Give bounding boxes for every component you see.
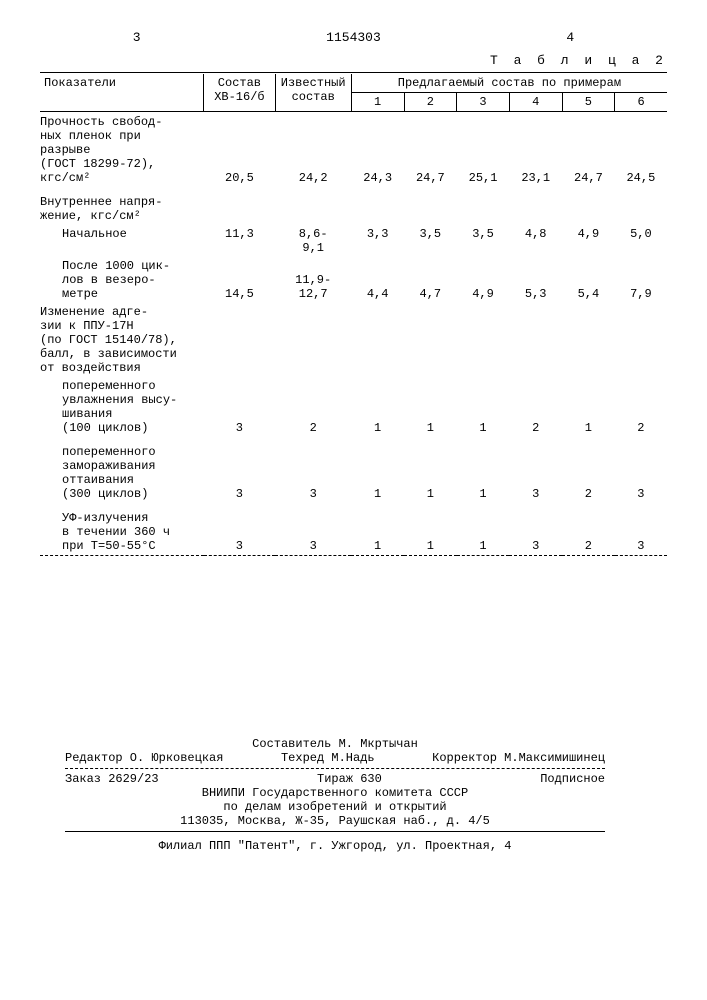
cell: 1 xyxy=(457,437,510,503)
cell: 4,9 xyxy=(562,225,615,257)
cell: 24,5 xyxy=(615,113,667,187)
cell: 2 xyxy=(275,377,351,437)
cell: 1 xyxy=(351,377,404,437)
table-row: попеременного замораживания оттаивания (… xyxy=(40,437,667,503)
cell: 5,4 xyxy=(562,257,615,303)
row-label: Прочность свобод- ных пленок при разрыве… xyxy=(40,113,204,187)
cell: 4,8 xyxy=(509,225,562,257)
cell: 1 xyxy=(404,377,457,437)
techred: Техред М.Надь xyxy=(281,751,375,765)
subscribe: Подписное xyxy=(540,772,605,786)
corrector: Корректор М.Максимишинец xyxy=(432,751,605,765)
cell: 1 xyxy=(351,437,404,503)
cell: 3,5 xyxy=(457,225,510,257)
addr1: 113035, Москва, Ж-35, Раушская наб., д. … xyxy=(65,814,605,828)
footer-order: Заказ 2629/23 Тираж 630 Подписное xyxy=(65,772,605,786)
cell: 4,9 xyxy=(457,257,510,303)
cell: 1 xyxy=(562,377,615,437)
order: Заказ 2629/23 xyxy=(65,772,159,786)
cell: 1 xyxy=(404,437,457,503)
page-num-right: 4 xyxy=(566,30,574,45)
table-row: УФ-излучения в течении 360 ч при Т=50-55… xyxy=(40,503,667,556)
cell: 3 xyxy=(615,437,667,503)
cell: 3 xyxy=(275,503,351,556)
separator xyxy=(65,831,605,832)
col-comp1: Состав ХВ-16/б xyxy=(204,74,275,112)
patent-number: 1154303 xyxy=(326,30,381,45)
table-row: После 1000 цик- лов в везеро- метре 14,5… xyxy=(40,257,667,303)
col-n2: 2 xyxy=(404,93,457,112)
cell: 2 xyxy=(509,377,562,437)
cell: 1 xyxy=(351,503,404,556)
cell: 23,1 xyxy=(509,113,562,187)
cell: 5,3 xyxy=(509,257,562,303)
page-num-left: 3 xyxy=(133,30,141,45)
cell: 1 xyxy=(404,503,457,556)
cell: 1 xyxy=(457,503,510,556)
org2: по делам изобретений и открытий xyxy=(65,800,605,814)
table-row: Начальное 11,3 8,6- 9,1 3,3 3,5 3,5 4,8 … xyxy=(40,225,667,257)
cell: 1 xyxy=(457,377,510,437)
footer-credits: Редактор О. Юрковецкая Техред М.Надь Кор… xyxy=(65,751,605,765)
table-row: Изменение адге- зии к ППУ-17Н (по ГОСТ 1… xyxy=(40,303,667,377)
table-header-row: Показатели Состав ХВ-16/б Известный сост… xyxy=(40,74,667,93)
col-n3: 3 xyxy=(457,93,510,112)
col-n4: 4 xyxy=(509,93,562,112)
row-label: После 1000 цик- лов в везеро- метре xyxy=(40,257,204,303)
row-label: Изменение адге- зии к ППУ-17Н (по ГОСТ 1… xyxy=(40,303,667,377)
cell: 3 xyxy=(275,437,351,503)
tirage: Тираж 630 xyxy=(317,772,382,786)
cell: 2 xyxy=(562,503,615,556)
row-label: Начальное xyxy=(40,225,204,257)
col-n1: 1 xyxy=(351,93,404,112)
cell: 24,2 xyxy=(275,113,351,187)
cell: 3 xyxy=(204,377,275,437)
col-label: Показатели xyxy=(40,74,204,112)
cell: 3,5 xyxy=(404,225,457,257)
cell: 24,7 xyxy=(562,113,615,187)
cell: 8,6- 9,1 xyxy=(275,225,351,257)
footer-block: Составитель М. Мкртычан Редактор О. Юрко… xyxy=(65,737,605,853)
cell: 14,5 xyxy=(204,257,275,303)
row-label: УФ-излучения в течении 360 ч при Т=50-55… xyxy=(40,503,204,556)
row-label: попеременного увлажнения высу- шивания (… xyxy=(40,377,204,437)
cell: 2 xyxy=(562,437,615,503)
cell: 3 xyxy=(509,503,562,556)
cell: 3 xyxy=(204,503,275,556)
compiler: Составитель М. Мкртычан xyxy=(65,737,605,751)
data-table: Показатели Состав ХВ-16/б Известный сост… xyxy=(40,72,667,557)
cell: 5,0 xyxy=(615,225,667,257)
row-label: Внутреннее напря- жение, кгс/см² xyxy=(40,187,667,225)
table-row: Внутреннее напря- жение, кгс/см² xyxy=(40,187,667,225)
col-n6: 6 xyxy=(615,93,667,112)
cell: 25,1 xyxy=(457,113,510,187)
editor: Редактор О. Юрковецкая xyxy=(65,751,223,765)
cell: 4,4 xyxy=(351,257,404,303)
row-label: попеременного замораживания оттаивания (… xyxy=(40,437,204,503)
table-row: Прочность свобод- ных пленок при разрыве… xyxy=(40,113,667,187)
table-row: попеременного увлажнения высу- шивания (… xyxy=(40,377,667,437)
table-caption: Т а б л и ц а 2 xyxy=(40,53,667,68)
cell: 2 xyxy=(615,377,667,437)
cell: 24,7 xyxy=(404,113,457,187)
org1: ВНИИПИ Государственного комитета СССР xyxy=(65,786,605,800)
cell: 3 xyxy=(204,437,275,503)
cell: 11,3 xyxy=(204,225,275,257)
cell: 7,9 xyxy=(615,257,667,303)
col-comp2: Известный состав xyxy=(275,74,351,112)
col-n5: 5 xyxy=(562,93,615,112)
cell: 24,3 xyxy=(351,113,404,187)
cell: 3 xyxy=(509,437,562,503)
cell: 3,3 xyxy=(351,225,404,257)
addr2: Филиал ППП "Патент", г. Ужгород, ул. Про… xyxy=(65,835,605,853)
separator xyxy=(65,768,605,769)
cell: 3 xyxy=(615,503,667,556)
col-group: Предлагаемый состав по примерам xyxy=(351,74,667,93)
cell: 4,7 xyxy=(404,257,457,303)
cell: 11,9- 12,7 xyxy=(275,257,351,303)
page-header: 3 1154303 4 xyxy=(40,30,667,45)
cell: 20,5 xyxy=(204,113,275,187)
